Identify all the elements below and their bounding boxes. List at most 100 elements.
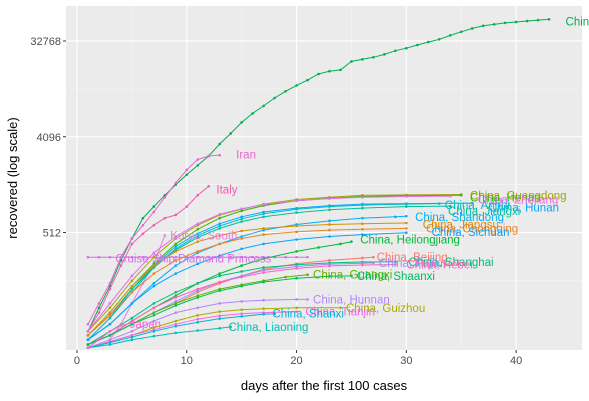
data-point [97, 338, 101, 342]
data-point [174, 300, 178, 303]
series-label: China, Hunnan [313, 294, 390, 306]
data-point [240, 284, 243, 288]
data-point [130, 330, 134, 333]
data-point [196, 329, 200, 332]
data-point [481, 24, 485, 28]
data-point [108, 282, 112, 285]
data-point [240, 237, 243, 240]
data-point [328, 69, 331, 73]
data-point [174, 304, 178, 307]
data-point [152, 223, 156, 227]
data-point [262, 307, 265, 311]
data-point [218, 280, 222, 284]
data-point [196, 306, 200, 310]
data-point [405, 195, 408, 198]
series-label: China, Shanxi [272, 309, 344, 321]
data-point [196, 250, 200, 253]
series-label: China, Jiangsu [423, 219, 499, 231]
data-point [152, 272, 156, 275]
data-point [240, 270, 243, 273]
data-point [218, 272, 222, 275]
data-point [547, 17, 551, 21]
series-line [87, 326, 231, 349]
data-point [492, 23, 496, 26]
data-point [108, 334, 112, 337]
data-point [152, 264, 156, 267]
data-point [218, 227, 222, 230]
series-label: China, Chongqing [426, 223, 518, 235]
data-point [361, 196, 364, 199]
data-point [262, 203, 265, 206]
data-point [295, 230, 298, 234]
data-point [152, 282, 156, 285]
data-point [196, 227, 200, 231]
data-point [174, 242, 178, 246]
data-point [437, 202, 441, 205]
data-point [273, 96, 276, 100]
data-point [163, 234, 167, 237]
data-point [130, 284, 134, 288]
plot-panel [66, 6, 582, 350]
series-label: Korea, South [170, 231, 237, 243]
data-point [130, 237, 134, 240]
series-layer [86, 17, 551, 350]
data-point [108, 343, 112, 346]
data-point [152, 311, 156, 314]
data-point [108, 313, 112, 317]
data-point [262, 227, 265, 230]
data-point [196, 262, 200, 266]
data-point [108, 306, 112, 310]
data-point [119, 324, 123, 327]
data-point [295, 267, 298, 270]
data-point [394, 263, 397, 266]
data-point [470, 201, 474, 205]
data-point [174, 322, 178, 326]
data-point [295, 84, 298, 87]
data-point [218, 142, 222, 146]
y-tick-label: 32768 [30, 36, 61, 48]
data-point [262, 269, 265, 272]
data-point [240, 315, 243, 318]
data-point [174, 272, 178, 275]
series-label: Italy [216, 185, 237, 197]
data-point [130, 338, 134, 342]
data-point [218, 314, 222, 318]
data-point [372, 255, 375, 259]
series-line [87, 195, 451, 332]
data-point [470, 27, 474, 30]
series-label: China, Beijing [377, 252, 448, 264]
data-point [174, 331, 178, 335]
series-label: China, Guizhou [346, 303, 425, 315]
data-point [295, 265, 298, 268]
data-point [130, 279, 134, 283]
data-point [536, 18, 540, 22]
data-point [196, 317, 200, 321]
data-point [306, 298, 309, 301]
data-point [295, 199, 298, 203]
data-point [97, 302, 101, 305]
data-point [262, 212, 265, 216]
data-point [207, 154, 211, 158]
data-point [218, 242, 222, 246]
data-point [240, 121, 243, 124]
data-point [152, 334, 156, 338]
data-point [108, 322, 112, 326]
data-point [174, 290, 178, 294]
data-point [295, 298, 298, 301]
data-point [240, 220, 243, 223]
series-japan [86, 321, 134, 350]
series-line [87, 194, 462, 332]
data-point [240, 217, 243, 221]
data-point [405, 227, 408, 230]
data-point [196, 234, 200, 237]
data-point [196, 282, 200, 285]
data-point [405, 214, 408, 218]
data-point [405, 202, 408, 206]
data-point [152, 326, 156, 329]
data-point [240, 247, 243, 251]
series-label: Japan [130, 319, 161, 331]
data-point [262, 280, 265, 284]
series-china-chongqing [86, 227, 408, 337]
series-label: China, Heilongjiang [360, 235, 460, 247]
data-point [525, 19, 529, 23]
